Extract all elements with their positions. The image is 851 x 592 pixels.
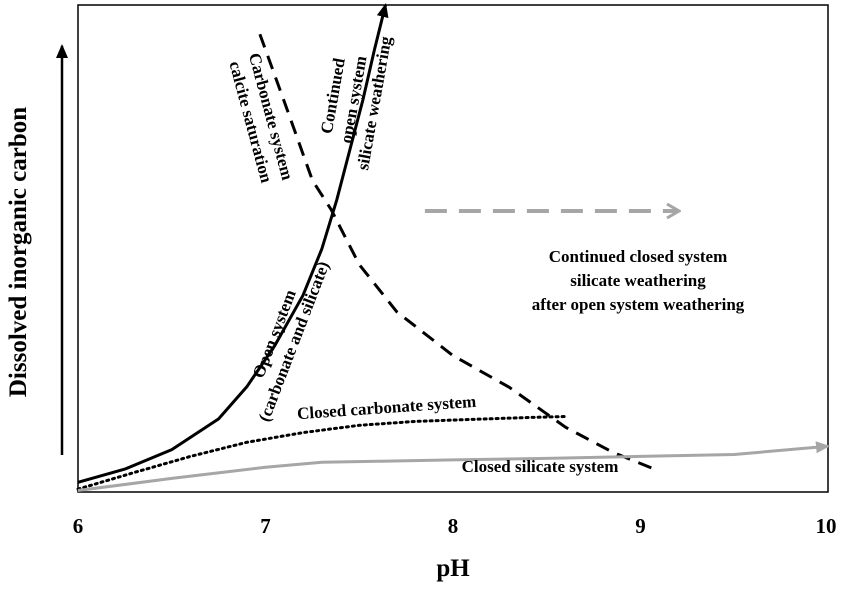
closed-continued-annotation: Continued closed system silicate weather… [532,247,745,314]
plot-frame [77,4,829,493]
x-tick-label: 8 [448,514,459,538]
series-line-calcite [258,33,660,473]
series-line-closed-silicate [77,441,830,492]
right-label-line2: silicate weathering [570,271,706,290]
x-tick-label: 9 [635,514,646,538]
series-line-open [77,3,389,484]
series-line-closed-carbonate [76,415,567,491]
continued-open-annotation: Continued open system silicate weatherin… [317,34,396,171]
x-tick-labels: 6 7 8 9 10 [73,514,837,538]
series-layer [76,3,830,492]
x-tick-label: 7 [260,514,271,538]
closed-carbonate-label: Closed carbonate system [296,392,476,423]
x-tick-label: 10 [816,514,837,538]
x-axis-title: pH [436,555,470,582]
open-system-annotation: Open system (carbonate and silicate) [249,259,333,425]
calcite-annotation: Carbonate system calcite saturation [225,51,297,185]
x-tick-label: 6 [73,514,84,538]
right-label-line1: Continued closed system [549,247,728,266]
right-label-line3: after open system weathering [532,295,745,314]
y-axis-title: Dissolved inorganic carbon [5,107,32,397]
closed-silicate-label: Closed silicate system [462,457,619,476]
